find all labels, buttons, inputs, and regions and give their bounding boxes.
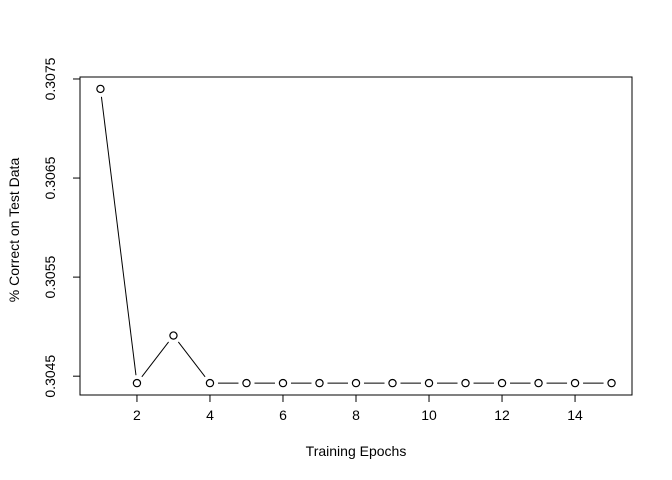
x-tick-label: 12 [494, 407, 510, 423]
data-point [205, 378, 215, 388]
x-tick-label: 8 [352, 407, 360, 423]
data-points [96, 84, 616, 388]
data-point [169, 331, 178, 340]
plot-frame [79, 76, 633, 396]
series-segment [141, 341, 169, 378]
data-point [388, 378, 397, 388]
data-point [497, 378, 507, 388]
x-axis-label: Training Epochs [306, 443, 407, 459]
data-point [278, 378, 288, 388]
data-point [461, 378, 470, 388]
data-point [132, 378, 142, 388]
y-tick-label: 0.3075 [42, 57, 58, 100]
x-tick-label: 14 [567, 407, 583, 423]
data-point [315, 378, 324, 388]
x-axis: 2 4 6 8 10 12 14 [133, 394, 583, 423]
y-axis: 0.3045 0.3055 0.3065 0.3075 [42, 57, 81, 398]
data-point [534, 378, 543, 388]
data-point [242, 378, 251, 388]
y-axis-label: % Correct on Test Data [6, 158, 22, 303]
data-point [424, 378, 434, 388]
data-point [351, 378, 361, 388]
x-tick-label: 4 [206, 407, 214, 423]
x-tick-label: 2 [133, 407, 141, 423]
series-segment [100, 96, 137, 376]
series-segment [177, 341, 206, 378]
y-tick-label: 0.3055 [42, 255, 58, 298]
series-line [100, 96, 604, 384]
data-point [96, 84, 105, 94]
data-point [570, 378, 580, 388]
data-point [607, 378, 616, 388]
y-tick-label: 0.3065 [42, 156, 58, 199]
y-tick-label: 0.3045 [42, 355, 58, 398]
x-tick-label: 6 [279, 407, 287, 423]
x-tick-label: 10 [421, 407, 437, 423]
